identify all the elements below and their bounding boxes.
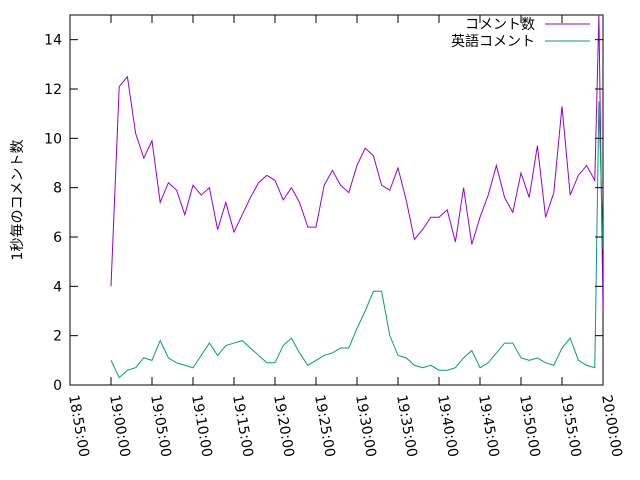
y-tick-label: 0 [53, 378, 62, 394]
series-line [110, 15, 603, 312]
legend-label: 英語コメント [451, 33, 535, 50]
x-tick-label: 19:40:00 [434, 394, 461, 459]
x-tick-label: 19:05:00 [147, 394, 174, 459]
x-tick-label: 19:25:00 [311, 394, 338, 459]
x-tick-label: 19:20:00 [270, 394, 297, 459]
series-line [110, 101, 603, 379]
x-tick-label: 19:10:00 [188, 394, 215, 459]
y-tick-label: 10 [44, 131, 62, 147]
x-tick-label: 19:30:00 [352, 394, 379, 459]
y-tick-label: 4 [53, 279, 62, 295]
x-tick-label: 19:55:00 [557, 394, 584, 459]
y-tick-label: 12 [44, 82, 62, 98]
legend-label: コメント数 [465, 17, 535, 33]
x-tick-label: 19:50:00 [516, 394, 543, 459]
x-tick-label: 18:55:00 [65, 394, 92, 459]
y-tick-label: 8 [53, 181, 62, 197]
y-tick-label: 6 [53, 230, 62, 246]
plot-border [69, 14, 604, 386]
y-tick-label: 2 [53, 329, 62, 345]
plot-area [110, 15, 603, 379]
x-tick-label: 19:35:00 [393, 394, 420, 459]
x-tick-label: 19:15:00 [229, 394, 256, 459]
x-tick-label: 19:00:00 [106, 394, 133, 459]
y-tick-label: 14 [44, 33, 62, 49]
x-tick-label: 20:00:00 [598, 394, 625, 459]
y-axis-label: 1秒毎のコメント数 [10, 140, 26, 261]
x-tick-label: 19:45:00 [475, 394, 502, 459]
